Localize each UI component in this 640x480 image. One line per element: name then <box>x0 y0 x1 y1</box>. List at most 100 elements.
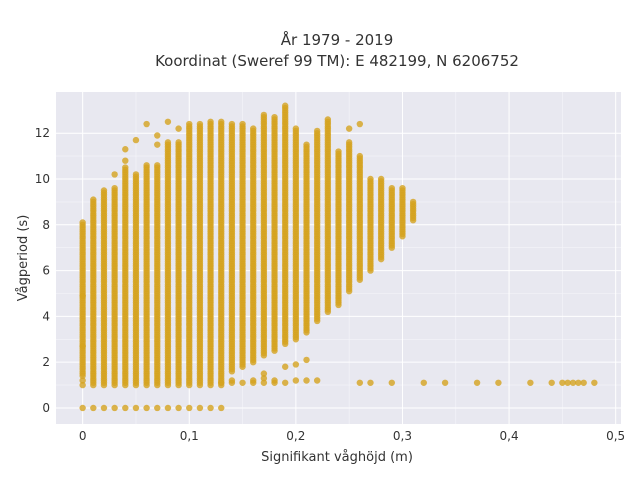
data-point <box>271 377 278 384</box>
data-point <box>143 404 150 412</box>
data-point <box>313 127 321 135</box>
data-point <box>564 379 571 386</box>
data-point <box>164 118 172 125</box>
data-point <box>100 404 108 412</box>
x-tick-label: 0,1 <box>180 429 199 443</box>
data-point <box>122 164 129 171</box>
x-tick-label: 0,5 <box>606 429 625 443</box>
data-point <box>186 120 193 128</box>
data-point <box>420 379 427 386</box>
data-point <box>154 141 161 148</box>
data-point <box>527 379 534 386</box>
data-point <box>207 404 214 412</box>
data-point <box>132 136 140 144</box>
data-point <box>239 379 246 386</box>
data-point <box>79 377 86 384</box>
data-point <box>356 152 364 160</box>
data-point <box>164 404 172 412</box>
data-point <box>303 377 310 384</box>
data-point <box>271 113 278 121</box>
data-point <box>228 120 236 128</box>
data-point <box>367 175 374 183</box>
data-point <box>196 404 204 412</box>
data-point <box>292 377 300 384</box>
data-point <box>591 379 598 386</box>
x-tick-label: 0,3 <box>393 429 412 443</box>
data-point <box>250 377 257 384</box>
data-point <box>250 125 257 132</box>
data-point <box>356 379 364 386</box>
data-point <box>164 139 172 146</box>
data-point <box>218 118 225 125</box>
chart-subtitle: Koordinat (Sweref 99 TM): E 482199, N 62… <box>155 52 519 70</box>
y-axis-ticks: 0 2 4 6 8 10 12 <box>35 126 50 415</box>
data-point <box>441 379 449 386</box>
data-point <box>79 219 86 226</box>
data-point <box>399 184 406 192</box>
data-point <box>79 292 86 299</box>
data-point <box>281 379 289 386</box>
data-point <box>218 379 225 386</box>
data-point <box>260 379 268 386</box>
data-point <box>79 342 86 350</box>
data-point <box>473 379 481 386</box>
x-tick-label: 0 <box>79 429 87 443</box>
data-point <box>218 404 225 412</box>
data-point <box>495 379 502 386</box>
data-point <box>122 146 129 153</box>
data-point <box>79 381 86 389</box>
data-point <box>345 125 353 132</box>
data-point <box>111 171 118 178</box>
data-point <box>548 379 555 386</box>
y-tick-label: 0 <box>42 401 50 415</box>
data-point <box>154 132 161 139</box>
data-point <box>207 118 214 125</box>
data-point <box>303 356 310 364</box>
data-point <box>367 379 374 386</box>
data-point <box>228 377 236 384</box>
y-tick-label: 6 <box>42 264 50 278</box>
data-point <box>196 120 204 128</box>
data-point <box>335 148 342 155</box>
data-point <box>143 162 150 169</box>
data-point <box>388 184 396 192</box>
data-point <box>281 102 289 109</box>
data-point <box>122 157 129 164</box>
data-point <box>575 379 582 386</box>
data-point <box>292 125 300 132</box>
data-point <box>324 116 332 123</box>
data-point <box>79 404 86 412</box>
y-tick-label: 4 <box>42 309 50 323</box>
data-point <box>580 379 587 386</box>
y-tick-label: 8 <box>42 218 50 232</box>
chart-title: År 1979 - 2019 <box>281 30 394 49</box>
data-point <box>569 379 577 386</box>
data-point <box>260 370 268 377</box>
data-point <box>303 141 310 148</box>
data-point <box>559 379 566 386</box>
y-tick-label: 10 <box>35 172 50 186</box>
data-point <box>132 404 140 412</box>
y-tick-label: 2 <box>42 355 50 369</box>
x-tick-label: 0,4 <box>500 429 519 443</box>
x-axis-ticks: 0 0,1 0,2 0,3 0,4 0,5 <box>79 429 625 443</box>
data-point <box>260 375 268 382</box>
data-point <box>313 377 321 384</box>
data-point <box>154 404 161 412</box>
data-point <box>175 404 182 412</box>
data-point <box>154 162 161 169</box>
data-point <box>409 198 417 206</box>
data-point <box>175 125 182 132</box>
data-point <box>90 196 97 203</box>
data-point <box>111 184 118 192</box>
data-point <box>175 139 182 146</box>
data-point <box>132 171 140 178</box>
data-point <box>388 379 396 386</box>
data-point <box>377 175 385 183</box>
data-point <box>143 120 150 128</box>
x-axis-label: Signifikant våghöjd (m) <box>261 450 413 465</box>
data-point <box>111 404 118 412</box>
y-tick-label: 12 <box>35 126 50 140</box>
y-axis-label: Vågperiod (s) <box>16 215 31 302</box>
